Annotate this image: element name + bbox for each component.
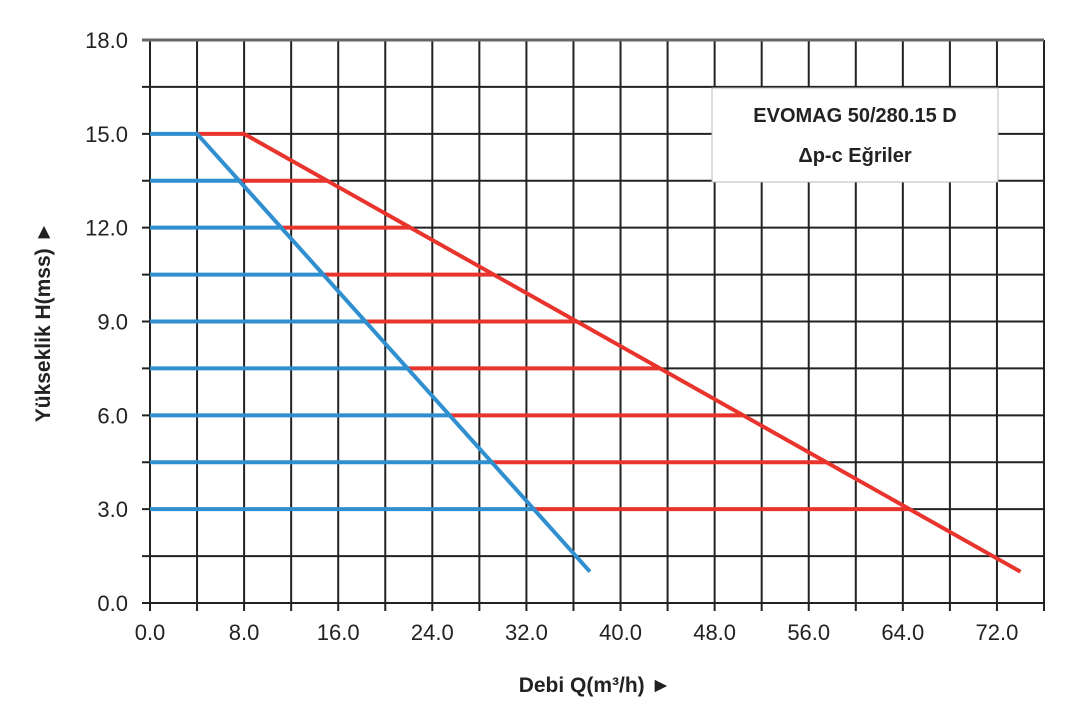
min-curve-line bbox=[150, 131, 592, 574]
x-tick-label: 40.0 bbox=[599, 620, 642, 645]
x-tick-label: 56.0 bbox=[787, 620, 830, 645]
x-tick-label: 48.0 bbox=[693, 620, 736, 645]
y-tick-label: 3.0 bbox=[97, 497, 128, 522]
x-tick-label: 8.0 bbox=[229, 620, 260, 645]
y-tick-label: 6.0 bbox=[97, 403, 128, 428]
y-tick-label: 0.0 bbox=[97, 591, 128, 616]
x-tick-label: 72.0 bbox=[976, 620, 1019, 645]
x-tick-label: 24.0 bbox=[411, 620, 454, 645]
y-tick-label: 15.0 bbox=[85, 122, 128, 147]
x-tick-label: 0.0 bbox=[135, 620, 166, 645]
max-curve-line bbox=[197, 131, 1022, 574]
y-tick-label: 18.0 bbox=[85, 28, 128, 53]
x-tick-label: 64.0 bbox=[881, 620, 924, 645]
x-tick-label: 32.0 bbox=[505, 620, 548, 645]
y-tick-label: 9.0 bbox=[97, 310, 128, 335]
x-tick-label: 16.0 bbox=[317, 620, 360, 645]
y-tick-label: 12.0 bbox=[85, 216, 128, 241]
tick-labels: 0.0 8.0 16.0 24.0 32.0 40.0 48.0 56.0 64.0 72.0 0.… bbox=[85, 28, 1018, 645]
chart-title-line-2: Δp-c Eğriler bbox=[798, 145, 912, 167]
title-box: EVOMAG 50/280.15 D Δp-c Eğriler bbox=[711, 87, 999, 183]
curves bbox=[150, 131, 1022, 574]
chart-title-line-1: EVOMAG 50/280.15 D bbox=[753, 105, 956, 127]
x-axis-label: Debi Q(m³/h) ► bbox=[519, 674, 672, 697]
y-axis-label: Yükseklik H(mss) ► bbox=[32, 222, 55, 423]
